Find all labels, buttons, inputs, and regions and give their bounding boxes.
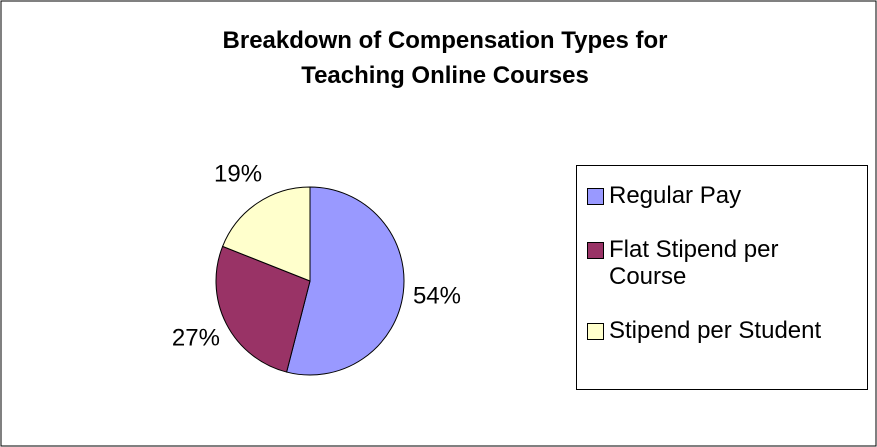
- pie-slice: [215, 245, 311, 373]
- chart-title: Breakdown of Compensation Types for: [223, 27, 668, 54]
- legend-swatch: [587, 242, 604, 259]
- legend-label: Stipend per Student: [609, 317, 822, 344]
- legend-swatch: [587, 323, 604, 340]
- pie-slice: [221, 186, 311, 282]
- legend-swatch: [587, 188, 604, 205]
- legend-item: Regular Pay: [587, 182, 867, 209]
- pie: 54% 27% 19%: [172, 160, 461, 376]
- slice-label: 27%: [172, 324, 220, 351]
- legend-label: Flat Stipend per Course: [609, 236, 779, 290]
- legend-item: Stipend per Student: [587, 317, 867, 344]
- legend-label: Regular Pay: [609, 182, 742, 209]
- legend: Regular Pay Flat Stipend per Course Stipen…: [576, 165, 868, 390]
- chart-title: Teaching Online Courses: [301, 62, 589, 89]
- slice-label: 54%: [413, 282, 461, 309]
- legend-item: Flat Stipend per Course: [587, 236, 867, 290]
- pie-slice: [286, 186, 405, 376]
- slice-label: 19%: [214, 160, 262, 187]
